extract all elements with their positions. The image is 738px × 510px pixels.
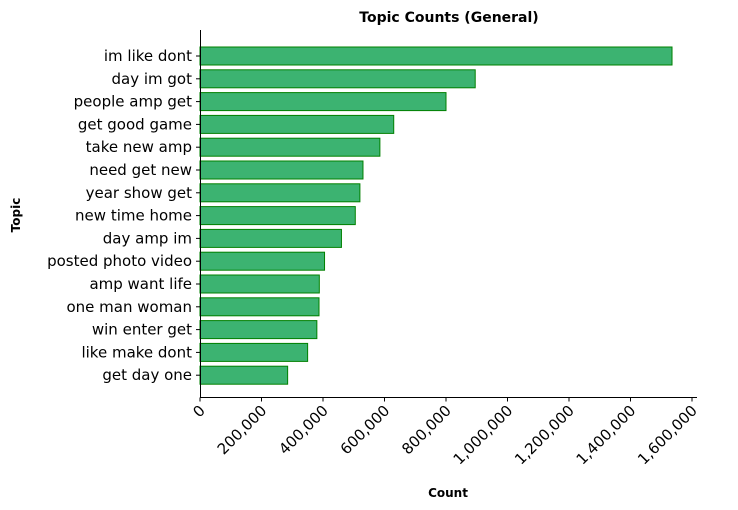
x-tick-label-2: 400,000 xyxy=(275,402,332,459)
bar-5 xyxy=(199,160,364,180)
y-axis-label: Topic xyxy=(9,198,23,233)
bar-9 xyxy=(199,251,326,271)
bar-13 xyxy=(199,342,309,362)
category-label-2: people amp get xyxy=(74,93,192,111)
category-label-1: day im got xyxy=(112,70,193,88)
bar-2 xyxy=(199,92,447,112)
category-labels: im like dont day im got people amp get get … xyxy=(47,47,200,384)
category-label-4: take new amp xyxy=(86,138,192,156)
bar-1 xyxy=(199,69,476,89)
x-axis-label: Count xyxy=(428,486,468,500)
category-label-14: get day one xyxy=(102,366,192,384)
x-tick-label-8: 1,600,000 xyxy=(634,402,701,469)
x-tick-label-6: 1,200,000 xyxy=(511,402,578,469)
bar-10 xyxy=(199,274,320,294)
x-tick-label-4: 800,000 xyxy=(398,402,455,459)
category-label-12: win enter get xyxy=(92,321,192,339)
x-tick-label-3: 600,000 xyxy=(337,402,394,459)
bar-12 xyxy=(199,320,318,340)
bars-group xyxy=(199,46,673,385)
category-label-0: im like dont xyxy=(104,47,192,65)
category-label-11: one man woman xyxy=(66,298,192,316)
category-label-8: day amp im xyxy=(103,229,192,247)
category-label-7: new time home xyxy=(75,207,192,225)
chart-title: Topic Counts (General) xyxy=(359,10,538,26)
bar-6 xyxy=(199,183,361,203)
category-label-9: posted photo video xyxy=(47,252,192,270)
x-tick-label-7: 1,400,000 xyxy=(573,402,640,469)
bar-11 xyxy=(199,297,320,317)
x-tick-label-0: 0 xyxy=(189,402,208,421)
bar-14 xyxy=(199,365,289,385)
bar-3 xyxy=(199,114,395,134)
category-label-13: like make dont xyxy=(81,343,192,361)
bar-8 xyxy=(199,228,342,248)
bar-4 xyxy=(199,137,381,157)
category-label-6: year show get xyxy=(86,184,193,202)
x-tick-label-1: 200,000 xyxy=(214,402,271,459)
x-tick-label-5: 1,000,000 xyxy=(450,402,517,469)
category-label-10: amp want life xyxy=(89,275,192,293)
bar-0 xyxy=(199,46,673,66)
x-axis-ticks: 0 200,000 400,000 600,000 800,0001,000,0001,… xyxy=(189,397,701,469)
category-label-5: need get new xyxy=(89,161,192,179)
category-label-3: get good game xyxy=(78,115,192,133)
bar-7 xyxy=(199,206,356,226)
